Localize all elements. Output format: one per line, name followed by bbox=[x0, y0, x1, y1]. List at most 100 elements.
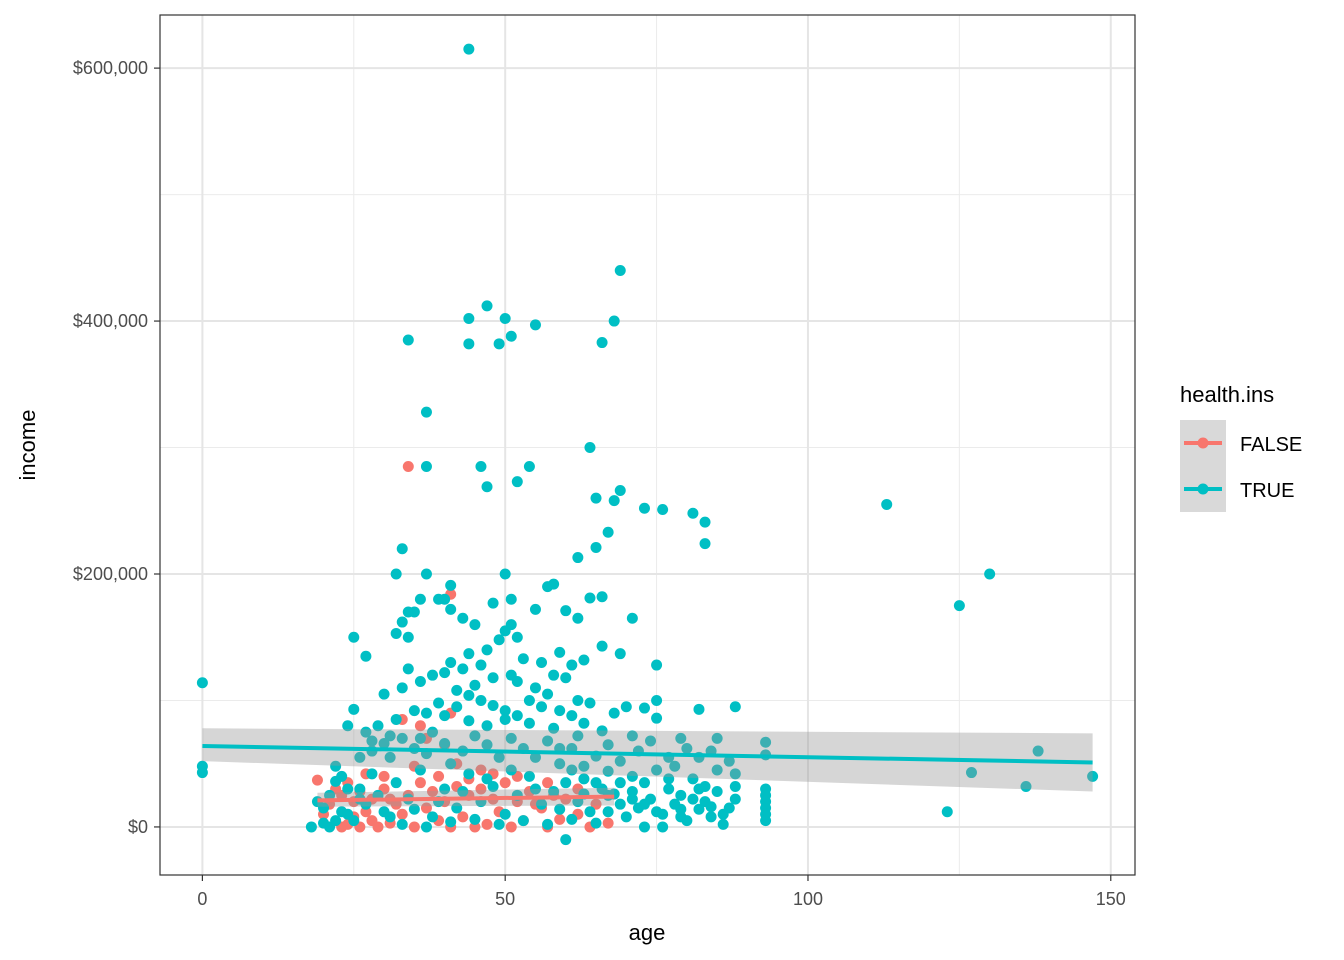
point-true bbox=[463, 768, 475, 780]
point-true bbox=[687, 793, 699, 805]
point-true bbox=[342, 783, 354, 795]
point-true bbox=[572, 694, 584, 706]
point-true bbox=[390, 568, 402, 580]
point-true bbox=[984, 568, 996, 580]
point-true bbox=[384, 811, 396, 823]
legend-label: FALSE bbox=[1240, 434, 1302, 456]
point-true bbox=[699, 780, 711, 792]
point-false bbox=[554, 813, 566, 825]
point-true bbox=[651, 764, 663, 776]
fit-line-false bbox=[317, 794, 615, 803]
point-true bbox=[953, 600, 965, 612]
point-false bbox=[427, 786, 439, 798]
point-true bbox=[505, 764, 517, 776]
point-false bbox=[360, 806, 372, 818]
point-true bbox=[390, 713, 402, 725]
point-true bbox=[663, 783, 675, 795]
point-true bbox=[445, 816, 457, 828]
point-false bbox=[542, 777, 554, 789]
point-false bbox=[505, 821, 517, 833]
point-true bbox=[614, 648, 626, 660]
x-axis-title: age bbox=[629, 920, 666, 945]
point-true bbox=[475, 694, 487, 706]
point-true bbox=[693, 703, 705, 715]
point-true bbox=[523, 461, 535, 472]
point-true bbox=[378, 688, 390, 700]
plot-panel bbox=[160, 15, 1135, 875]
point-true bbox=[445, 758, 457, 770]
x-tick-label: 100 bbox=[793, 889, 823, 909]
point-true bbox=[354, 751, 366, 763]
point-true bbox=[554, 705, 566, 717]
point-true bbox=[657, 504, 669, 515]
y-axis-title: income bbox=[15, 410, 40, 481]
point-false bbox=[420, 802, 432, 814]
point-true bbox=[324, 821, 336, 833]
point-true bbox=[638, 798, 650, 810]
point-true bbox=[614, 777, 626, 789]
point-true bbox=[669, 760, 681, 772]
point-true bbox=[729, 793, 741, 805]
point-true bbox=[638, 702, 650, 714]
point-true bbox=[596, 725, 608, 737]
point-true bbox=[433, 593, 445, 605]
point-true bbox=[493, 751, 505, 763]
point-true bbox=[463, 338, 475, 350]
point-true bbox=[414, 732, 426, 744]
point-true bbox=[439, 667, 451, 679]
point-true bbox=[608, 315, 620, 327]
point-true bbox=[354, 783, 366, 795]
point-true bbox=[572, 612, 584, 624]
point-true bbox=[584, 442, 596, 454]
point-false bbox=[311, 774, 323, 786]
point-true bbox=[372, 720, 384, 732]
point-true bbox=[457, 663, 469, 675]
point-false bbox=[499, 777, 511, 789]
point-true bbox=[529, 319, 541, 331]
point-true bbox=[517, 653, 529, 665]
y-tick-label: $600,000 bbox=[73, 58, 148, 78]
point-true bbox=[439, 710, 451, 722]
point-true bbox=[729, 768, 741, 780]
point-true bbox=[711, 786, 723, 798]
point-true bbox=[487, 780, 499, 792]
point-true bbox=[614, 485, 626, 497]
point-true bbox=[560, 834, 572, 846]
point-true bbox=[554, 758, 566, 770]
point-true bbox=[638, 777, 650, 789]
panel-border bbox=[159, 14, 1136, 876]
point-true bbox=[396, 682, 408, 694]
point-true bbox=[542, 735, 554, 747]
legend-entry-false: FALSE bbox=[1180, 420, 1302, 466]
point-true bbox=[408, 803, 420, 815]
point-true bbox=[675, 803, 687, 815]
point-true bbox=[699, 516, 711, 528]
point-true bbox=[572, 552, 584, 564]
point-true bbox=[427, 726, 439, 738]
point-true bbox=[396, 732, 408, 744]
point-true bbox=[481, 773, 493, 785]
point-true bbox=[348, 703, 360, 715]
point-true bbox=[717, 818, 729, 830]
point-true bbox=[705, 801, 717, 813]
point-true bbox=[723, 755, 735, 767]
point-true bbox=[626, 786, 638, 798]
point-true bbox=[536, 657, 548, 669]
point-true bbox=[469, 730, 481, 742]
point-true bbox=[566, 710, 578, 722]
point-true bbox=[626, 793, 638, 805]
point-true bbox=[414, 593, 426, 605]
point-true bbox=[384, 751, 396, 763]
point-true bbox=[548, 786, 560, 798]
point-true bbox=[396, 543, 408, 555]
point-true bbox=[402, 334, 414, 346]
point-true bbox=[529, 603, 541, 615]
y-tick-label: $0 bbox=[128, 817, 148, 837]
point-true bbox=[626, 612, 638, 624]
point-true bbox=[584, 697, 596, 709]
point-true bbox=[657, 821, 669, 833]
point-true bbox=[608, 495, 620, 507]
point-true bbox=[451, 802, 463, 814]
fit-lines bbox=[202, 744, 1093, 803]
point-true bbox=[675, 789, 687, 801]
